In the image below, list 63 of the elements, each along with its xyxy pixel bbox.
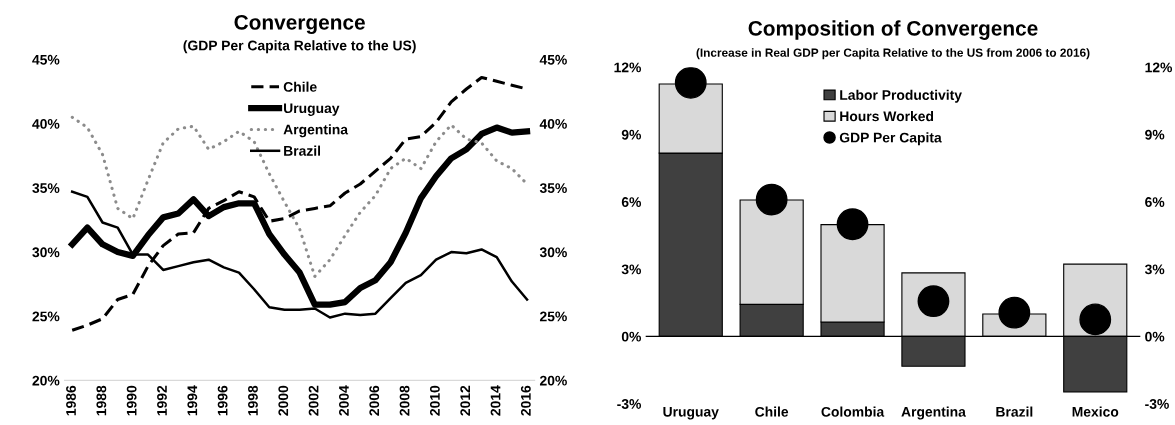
y-tick-label: 20% (32, 375, 60, 386)
x-tick-label: Colombia (821, 406, 885, 417)
x-tick-label: 2004 (339, 385, 349, 416)
legend-label: Labor Productivity (840, 89, 962, 103)
y2-tick-label: 35% (539, 183, 567, 194)
x-tick-label: 2012 (460, 385, 471, 416)
x-tick-label: 1992 (157, 385, 167, 416)
legend-label: Brazil (284, 145, 321, 156)
y2-tick-label: 0% (1145, 331, 1165, 342)
chart-title: Convergence (234, 14, 365, 34)
y2-tick-label: 12% (1145, 62, 1173, 73)
y2-tick-label: 6% (1145, 197, 1165, 207)
x-tick-label: 2016 (520, 385, 531, 416)
x-tick-label: 2002 (308, 385, 319, 416)
y2-tick-label: -3% (1145, 399, 1169, 409)
chart-title: Composition of Convergence (748, 20, 1038, 40)
chart-subtitle: (Increase in Real GDP per Capita Relative to the US from 2006 to 2016) (696, 48, 1090, 60)
y-tick-label: -3% (617, 399, 642, 409)
point (998, 296, 1031, 329)
y2-tick-label: 25% (539, 311, 567, 322)
legend-label: Hours Worked (840, 111, 934, 122)
x-tick-label: 1994 (187, 385, 198, 416)
y-tick-label: 9% (621, 129, 642, 140)
y2-tick-label: 30% (539, 247, 567, 258)
x-tick-label: Uruguay (663, 406, 719, 420)
legend-label: Uruguay (284, 103, 340, 116)
y-tick-label: 6% (621, 197, 642, 207)
y2-tick-label: 9% (1145, 129, 1165, 140)
point (1079, 303, 1112, 336)
y-tick-label: 40% (32, 119, 60, 129)
x-tick-label: 2000 (278, 385, 289, 416)
x-tick-label: 2010 (429, 385, 440, 416)
y-tick-label: 45% (32, 54, 60, 65)
x-tick-label: Chile (755, 406, 789, 417)
chart-subtitle: (GDP Per Capita Relative to the US) (183, 40, 416, 54)
line-series (70, 115, 529, 278)
y2-tick-label: 20% (539, 375, 567, 386)
y2-tick-label: 40% (539, 119, 567, 129)
x-tick-label: 1998 (248, 385, 258, 416)
point (836, 208, 869, 241)
x-tick-label: Brazil (996, 406, 1033, 417)
y-tick-label: 25% (32, 311, 60, 322)
x-tick-label: 1986 (66, 385, 76, 416)
y-tick-label: 0% (621, 331, 642, 342)
x-tick-label: 1988 (96, 385, 107, 416)
x-tick-label: Mexico (1072, 406, 1119, 417)
y-tick-label: 30% (32, 247, 60, 258)
x-tick-label: 1990 (126, 385, 137, 416)
legend-label: Argentina (283, 124, 349, 138)
y-tick-label: 35% (32, 183, 60, 194)
legend-label: Chile (283, 81, 317, 92)
x-tick-label: Argentina (901, 406, 966, 420)
x-tick-label: 2008 (399, 385, 410, 416)
y2-tick-label: 3% (1144, 264, 1165, 275)
x-tick-label: 2014 (490, 385, 501, 416)
x-tick-label: 1996 (217, 385, 228, 416)
y-tick-label: 12% (614, 62, 642, 73)
point (755, 183, 788, 216)
x-tick-label: 2006 (369, 385, 380, 416)
y2-tick-label: 45% (539, 54, 567, 65)
point (674, 67, 707, 99)
y-tick-label: 3% (621, 264, 642, 275)
legend-label: GDP Per Capita (839, 132, 942, 146)
